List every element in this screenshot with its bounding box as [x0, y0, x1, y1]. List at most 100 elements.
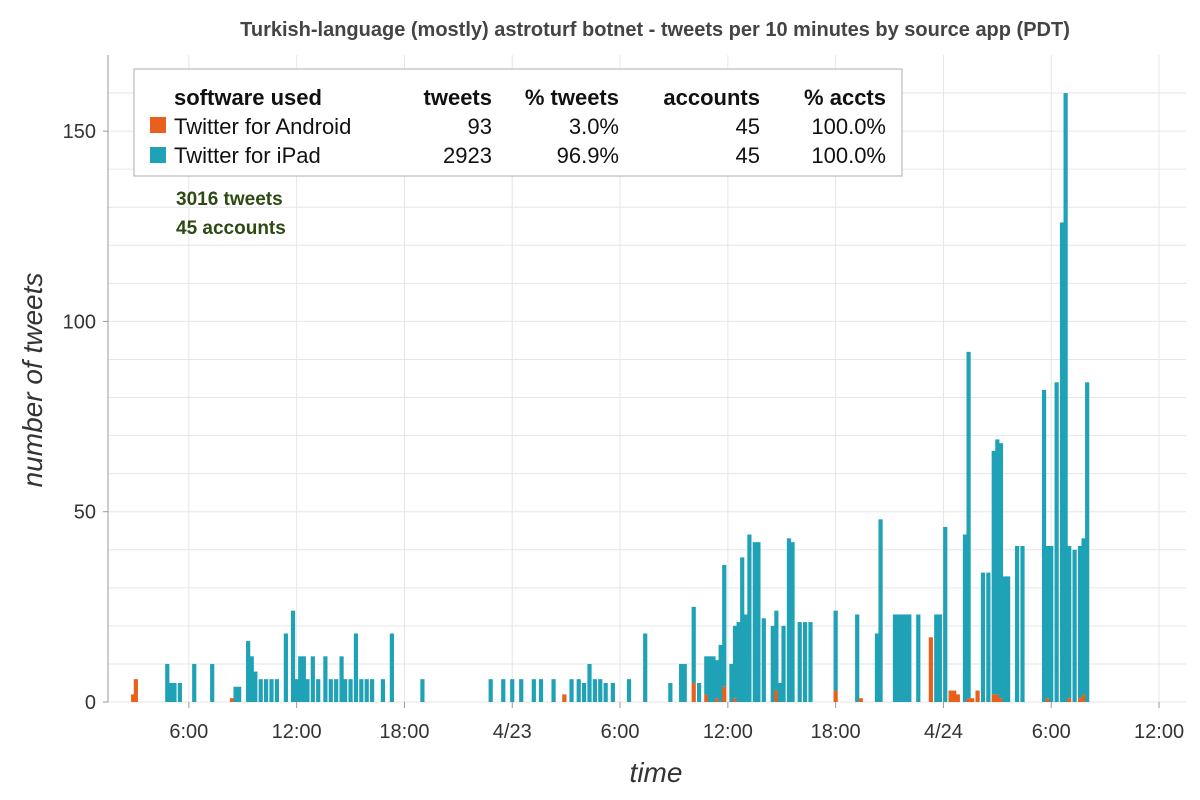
bar-ipad: [249, 656, 254, 702]
legend-pct-tweets-ipad: 96.9%: [557, 143, 619, 168]
bar-ipad: [770, 625, 775, 702]
bar-android: [722, 686, 727, 702]
bar-ipad: [294, 679, 299, 702]
bar-android: [1045, 698, 1050, 702]
bar-ipad: [943, 526, 948, 702]
bar-ipad: [237, 686, 242, 702]
bar-ipad: [258, 679, 263, 702]
bar-ipad: [569, 679, 574, 702]
bar-ipad: [697, 682, 702, 702]
bar-ipad: [1002, 576, 1007, 702]
bar-android: [1067, 698, 1072, 702]
bar-ipad: [797, 622, 802, 702]
annotation-account-total: 45 accounts: [176, 218, 286, 239]
bar-ipad: [1041, 389, 1047, 702]
grid-lines: [108, 55, 1186, 703]
x-tick-label: 18:00: [379, 721, 429, 743]
legend-tweets-ipad: 2923: [443, 143, 492, 168]
bar-ipad: [874, 633, 880, 702]
bar-ipad: [718, 644, 723, 702]
bar-ipad: [626, 679, 632, 702]
bar-ipad: [934, 614, 939, 702]
bar-ipad: [803, 622, 808, 702]
legend-pct-accts-android: 100.0%: [811, 114, 886, 139]
bar-ipad: [323, 656, 328, 702]
bar-ipad: [729, 663, 734, 702]
bar-ipad: [538, 679, 544, 702]
bar-ipad: [519, 679, 524, 702]
x-tick-label: 6:00: [601, 721, 640, 743]
bar-ipad: [1054, 382, 1059, 702]
bar-ipad: [531, 679, 536, 702]
bar-ipad: [761, 618, 766, 702]
bars-layer: [131, 93, 1090, 703]
legend-accounts-ipad: 45: [736, 143, 760, 168]
bar-ipad: [691, 606, 696, 683]
bar-ipad: [991, 450, 996, 695]
bar-android: [991, 694, 996, 702]
bar-ipad: [892, 614, 898, 702]
bar-ipad: [781, 625, 786, 702]
bar-ipad: [643, 633, 648, 702]
bar-ipad: [962, 534, 968, 702]
bar-ipad: [1072, 549, 1077, 702]
bar-ipad: [364, 679, 369, 702]
bar-android: [833, 690, 838, 702]
bar-ipad: [704, 656, 709, 695]
bar-android: [774, 690, 779, 702]
annotation-tweet-total: 3016 tweets: [176, 189, 283, 210]
bar-ipad: [380, 679, 385, 702]
bar-ipad: [334, 679, 339, 702]
bar-android: [970, 698, 975, 702]
chart-title: Turkish-language (mostly) astroturf botn…: [240, 19, 1070, 41]
legend-swatch-android: [150, 117, 166, 133]
bar-ipad: [343, 679, 348, 702]
bar-android: [704, 694, 709, 702]
x-tick-label: 12:00: [272, 721, 322, 743]
x-tick-label: 4/24: [924, 721, 963, 743]
bar-ipad: [172, 682, 177, 702]
bar-ipad: [855, 614, 860, 702]
bar-ipad: [998, 443, 1004, 699]
bar-ipad: [1059, 222, 1065, 703]
bar-android: [966, 698, 971, 702]
bar-ipad: [732, 625, 738, 699]
bar-ipad: [995, 439, 1000, 695]
bar-ipad: [233, 686, 238, 702]
bar-ipad: [916, 614, 921, 702]
x-tick-label: 4/23: [493, 721, 532, 743]
bar-ipad: [747, 534, 752, 702]
bar-ipad: [168, 682, 173, 702]
bar-android: [1077, 698, 1083, 702]
y-axis-title: number of tweets: [17, 273, 48, 488]
bar-ipad: [896, 614, 901, 702]
bar-ipad: [707, 656, 712, 702]
x-axis-title: time: [630, 757, 683, 788]
bar-ipad: [339, 656, 344, 702]
legend-pct-accts-ipad: 100.0%: [811, 143, 886, 168]
bar-ipad: [1085, 382, 1090, 702]
y-tick-label: 50: [74, 502, 96, 524]
bar-ipad: [253, 671, 258, 702]
bar-ipad: [966, 351, 971, 699]
legend: software used tweets % tweets accounts %…: [133, 68, 903, 177]
bar-ipad: [610, 682, 615, 702]
bar-ipad: [937, 614, 942, 702]
bar-android: [131, 694, 136, 702]
legend-frame: [133, 68, 903, 177]
bar-ipad: [587, 663, 592, 702]
legend-accounts-android: 45: [736, 114, 760, 139]
bar-ipad: [1067, 545, 1072, 699]
bar-android: [952, 690, 957, 702]
bar-ipad: [1045, 545, 1050, 699]
bar-ipad: [551, 679, 556, 702]
bar-ipad: [682, 663, 687, 702]
bar-android: [998, 698, 1004, 702]
bar-ipad: [878, 519, 883, 702]
bar-ipad: [353, 633, 359, 702]
bar-ipad: [488, 679, 493, 702]
bar-ipad: [790, 542, 795, 702]
bar-ipad: [165, 663, 170, 702]
y-tick-labels: 0 50 100 150: [63, 121, 108, 714]
bar-ipad: [598, 679, 603, 702]
